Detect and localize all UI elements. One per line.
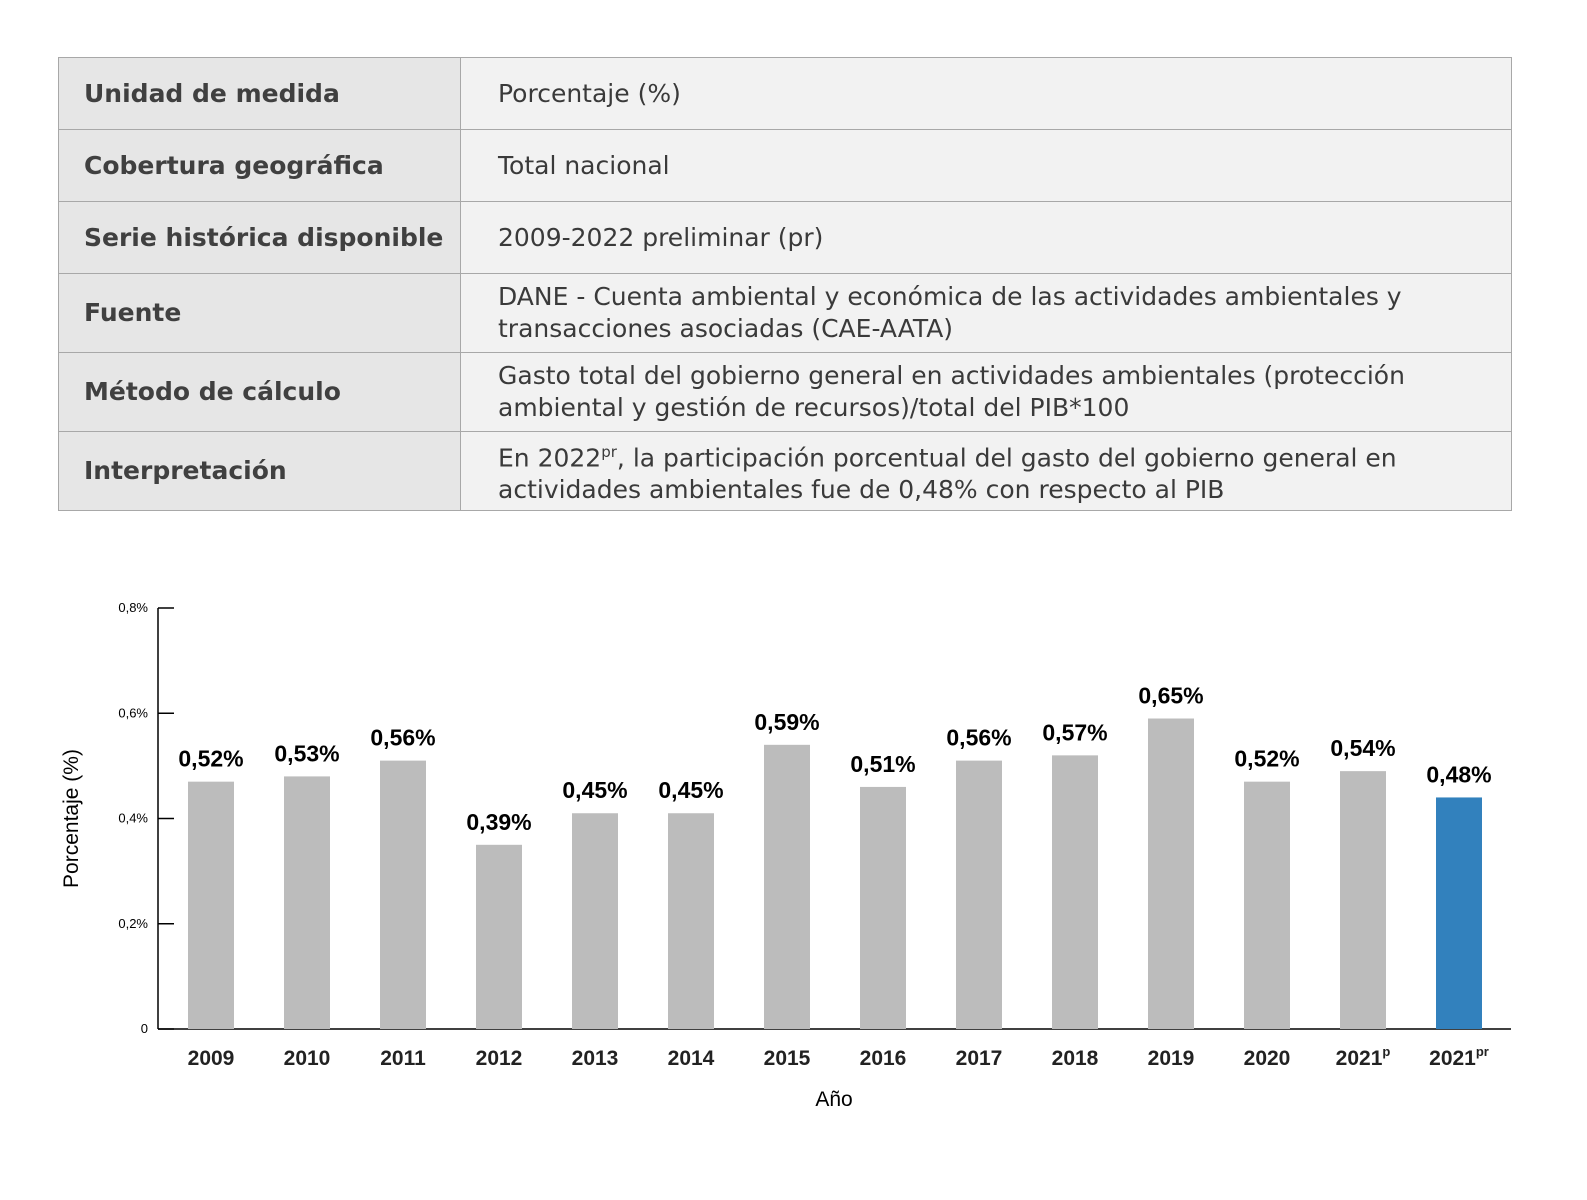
x-tick-label: 2010 (284, 1047, 331, 1070)
y-tick-label: 0,6% (118, 705, 148, 720)
interpretacion-text-start: En 2022 (498, 443, 602, 473)
x-tick-label: 2016 (860, 1047, 907, 1070)
bar (1052, 755, 1098, 1029)
x-tick-label: 2012 (476, 1047, 523, 1070)
bar (284, 776, 330, 1029)
data-label: 0,45% (658, 777, 723, 803)
row-label-serie: Serie histórica disponible (58, 201, 461, 274)
data-label: 0,53% (274, 740, 339, 766)
indicator-metadata-table: Unidad de medida Porcentaje (%) Cobertur… (58, 57, 1512, 511)
bar (188, 781, 234, 1029)
y-tick-label: 0,4% (118, 811, 148, 826)
table-row: Fuente DANE - Cuenta ambiental y económi… (58, 273, 1512, 353)
x-tick-label: 2020 (1244, 1047, 1291, 1070)
bar (1148, 718, 1194, 1029)
row-value-unidad: Porcentaje (%) (460, 57, 1512, 130)
bar (380, 760, 426, 1029)
row-value-fuente: DANE - Cuenta ambiental y económica de l… (460, 273, 1512, 353)
row-value-serie: 2009-2022 preliminar (pr) (460, 201, 1512, 274)
table-row: Serie histórica disponible 2009-2022 pre… (58, 201, 1512, 274)
table-row: Interpretación En 2022pr, la participaci… (58, 431, 1512, 511)
bar (1340, 771, 1386, 1029)
row-value-cobertura: Total nacional (460, 129, 1512, 202)
row-label-interpretacion: Interpretación (58, 431, 461, 511)
bar (476, 844, 522, 1029)
y-tick-label: 0 (141, 1021, 148, 1036)
bar (1244, 781, 1290, 1029)
x-tick-label: 2009 (188, 1047, 235, 1070)
y-axis-title: Porcentaje (%) (60, 749, 83, 888)
data-label: 0,54% (1330, 735, 1395, 761)
table-row: Unidad de medida Porcentaje (%) (58, 57, 1512, 130)
data-label: 0,56% (946, 725, 1011, 751)
data-label: 0,45% (562, 777, 627, 803)
data-label: 0,65% (1138, 683, 1203, 709)
bar (956, 760, 1002, 1029)
x-tick-label: 2021p (1336, 1044, 1391, 1070)
x-tick-label: 2013 (572, 1047, 619, 1070)
data-label: 0,52% (178, 746, 243, 772)
interpretacion-text-end: , la participación porcentual del gasto … (498, 443, 1397, 505)
row-label-fuente: Fuente (58, 273, 461, 353)
row-label-unidad: Unidad de medida (58, 57, 461, 130)
data-label: 0,57% (1042, 719, 1107, 745)
x-tick-label: 2014 (668, 1047, 715, 1070)
interpretacion-superscript: pr (601, 442, 617, 461)
bar-chart: 0 0,2% 0,4% 0,6% 0,8% Porcentaje (%) 0,52% 2009… (60, 600, 1511, 1111)
x-axis-title: Año (815, 1088, 852, 1111)
row-label-metodo: Método de cálculo (58, 352, 461, 432)
x-tick-label: 2021pr (1429, 1044, 1489, 1070)
y-tick-label: 0,2% (118, 916, 148, 931)
x-tick-label: 2011 (380, 1047, 426, 1070)
bar (764, 744, 810, 1029)
data-label: 0,39% (466, 809, 531, 835)
data-label: 0,59% (754, 709, 819, 735)
row-value-metodo: Gasto total del gobierno general en acti… (460, 352, 1512, 432)
x-tick-label: 2015 (764, 1047, 811, 1070)
data-label: 0,56% (370, 725, 435, 751)
table-row: Método de cálculo Gasto total del gobier… (58, 352, 1512, 432)
bar (572, 813, 618, 1029)
x-tick-label: 2018 (1052, 1047, 1099, 1070)
x-tick-label: 2019 (1148, 1047, 1195, 1070)
row-label-cobertura: Cobertura geográfica (58, 129, 461, 202)
bar (860, 786, 906, 1029)
table-row: Cobertura geográfica Total nacional (58, 129, 1512, 202)
data-label: 0,48% (1426, 761, 1491, 787)
data-label: 0,51% (850, 751, 915, 777)
data-label: 0,52% (1234, 746, 1299, 772)
y-tick-label: 0,8% (118, 600, 148, 615)
row-value-interpretacion: En 2022pr, la participación porcentual d… (460, 431, 1512, 511)
bar (1436, 797, 1482, 1029)
x-tick-label: 2017 (956, 1047, 1003, 1070)
bar (668, 813, 714, 1029)
